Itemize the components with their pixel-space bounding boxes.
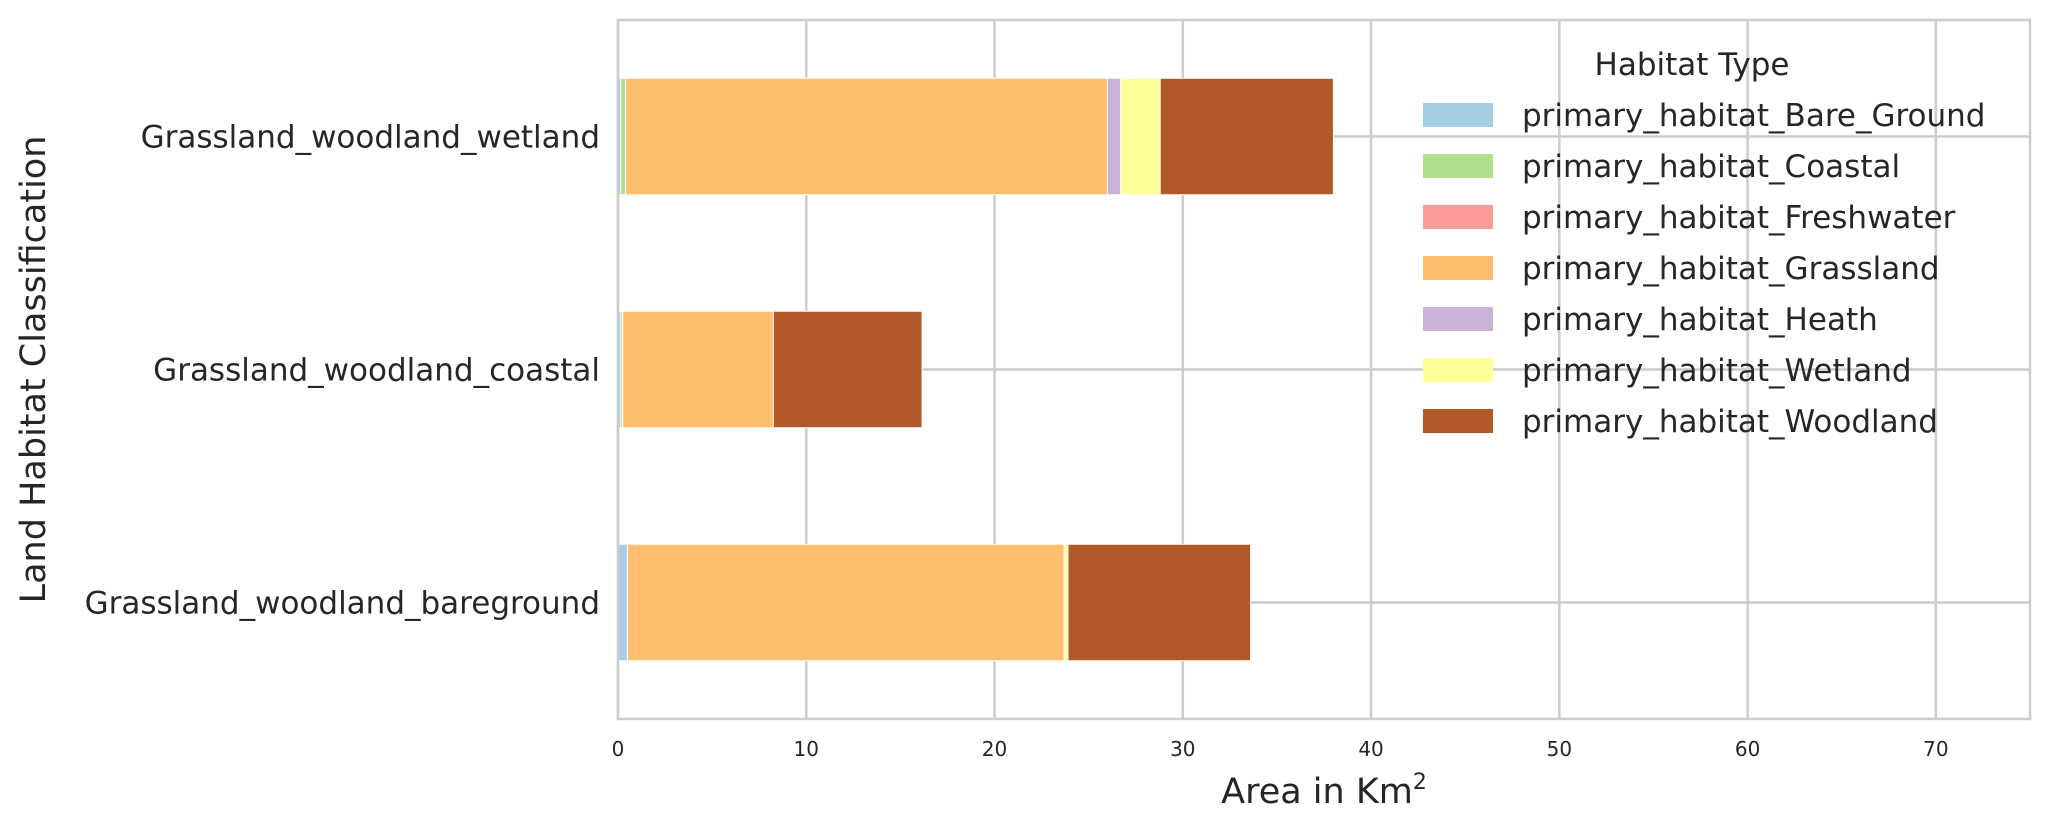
bar-segment bbox=[623, 311, 774, 428]
legend-swatch bbox=[1423, 154, 1493, 178]
legend-label: primary_habitat_Heath bbox=[1522, 302, 1878, 338]
legend-swatch bbox=[1423, 103, 1493, 127]
legend-swatch bbox=[1423, 307, 1493, 331]
legend-label: primary_habitat_Bare_Ground bbox=[1522, 98, 1986, 134]
x-axis-title: Area in Km2 bbox=[1221, 770, 1427, 812]
bar-segment bbox=[1107, 78, 1120, 195]
category-labels: Grassland_woodland_bareground Grassland_w… bbox=[85, 120, 600, 622]
bar-segment bbox=[627, 544, 1064, 661]
x-tick-label: 40 bbox=[1358, 737, 1383, 761]
bar-segment bbox=[1160, 78, 1333, 195]
legend-swatch bbox=[1423, 409, 1493, 433]
bar-segment bbox=[773, 311, 922, 428]
legend-label: primary_habitat_Coastal bbox=[1522, 149, 1900, 185]
x-tick-label: 60 bbox=[1735, 737, 1760, 761]
bar-segment bbox=[1064, 544, 1068, 661]
legend-label: primary_habitat_Freshwater bbox=[1522, 200, 1956, 236]
x-tick-label: 70 bbox=[1923, 737, 1948, 761]
legend-swatch bbox=[1423, 358, 1493, 382]
x-tick-label: 50 bbox=[1547, 737, 1572, 761]
legend-swatch bbox=[1423, 205, 1493, 229]
x-axis-title-text: Area in Km bbox=[1221, 772, 1413, 812]
legend-label: primary_habitat_Woodland bbox=[1522, 404, 1938, 440]
category-label: Grassland_woodland_wetland bbox=[141, 120, 600, 156]
category-label: Grassland_woodland_coastal bbox=[153, 353, 600, 389]
bar-segment bbox=[1121, 78, 1161, 195]
legend: Habitat Type primary_habitat_Bare_Ground… bbox=[1423, 47, 1986, 440]
x-tick-label: 20 bbox=[982, 737, 1007, 761]
bar-segment bbox=[1068, 544, 1251, 661]
y-axis-title: Land Habitat Classification bbox=[14, 136, 54, 604]
x-tick-label: 10 bbox=[794, 737, 819, 761]
category-label: Grassland_woodland_bareground bbox=[85, 586, 600, 622]
x-tick-label: 0 bbox=[612, 737, 625, 761]
x-axis-title-superscript: 2 bbox=[1413, 770, 1427, 795]
x-tick-label: 30 bbox=[1170, 737, 1195, 761]
bar-segment bbox=[618, 544, 627, 661]
bar-segment bbox=[626, 78, 1108, 195]
legend-label: primary_habitat_Grassland bbox=[1522, 251, 1940, 287]
legend-label: primary_habitat_Wetland bbox=[1522, 353, 1912, 389]
x-tick-labels: 0 10 20 30 40 50 60 70 bbox=[612, 737, 1949, 761]
bar-segment bbox=[621, 78, 626, 195]
legend-title: Habitat Type bbox=[1595, 47, 1790, 83]
legend-swatch bbox=[1423, 256, 1493, 280]
